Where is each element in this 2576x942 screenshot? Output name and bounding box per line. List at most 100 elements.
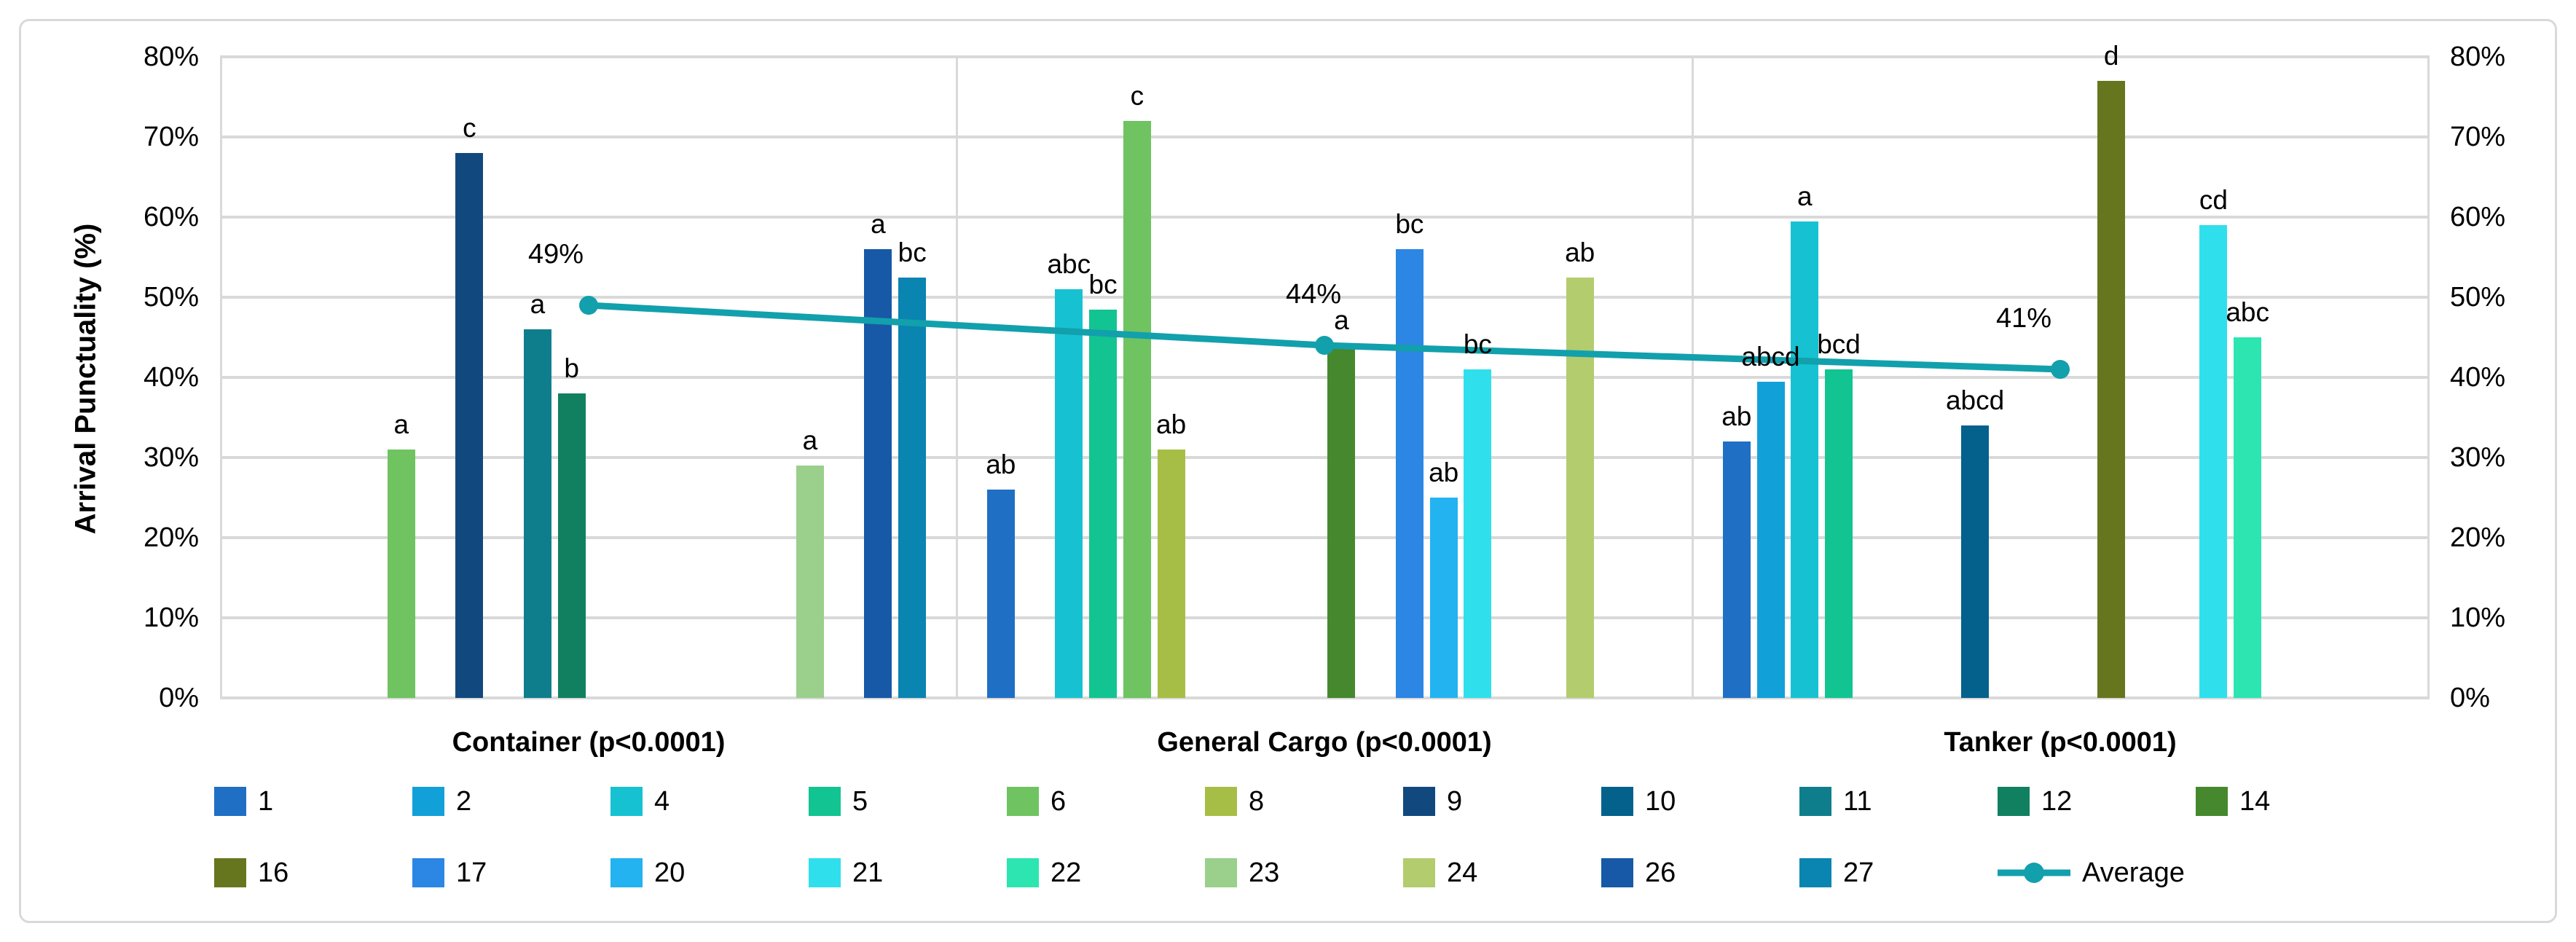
legend-swatch-9 [1403,787,1435,816]
bar-series-2 [1756,381,1785,698]
legend-swatch-12 [1998,787,2030,816]
bar-letter-label: cd [2199,185,2228,215]
bar-series-27 [898,277,927,698]
bar-letter-label: bc [1463,329,1492,359]
average-value-label: 44% [1285,279,1342,310]
legend-item-9: 9 [1403,785,1462,817]
bar-series-26 [864,249,892,698]
legend-swatch-6 [1007,787,1039,816]
bar-letter-label: a [871,209,886,239]
bar-letter-label: ab [1721,401,1752,431]
bar-series-6 [1123,121,1151,698]
bar-series-8 [1157,450,1185,698]
legend-label-2: 2 [456,786,472,817]
legend-item-20: 20 [610,857,685,889]
bar-letter-label: a [1797,181,1813,211]
bar-letter-label: b [564,353,579,383]
average-value-label: 49% [527,239,584,270]
legend-label-5: 5 [852,786,868,817]
category-axis-label: General Cargo (p<0.0001) [1157,727,1492,758]
y-tick-label-left: 80% [143,42,199,72]
legend-label-6: 6 [1051,786,1067,817]
legend-label-4: 4 [654,786,670,817]
bar-letter-label: c [1130,81,1144,111]
legend-label-26: 26 [1645,857,1676,888]
gridline [221,696,2428,699]
category-axis-label: Container (p<0.0001) [452,727,726,758]
y-tick-label-right: 20% [2450,522,2506,553]
gridline [221,536,2428,539]
legend-swatch-21 [809,858,841,887]
bar-letter-label: ab [986,450,1016,479]
bar-series-21 [1464,369,1492,698]
gridline [221,216,2428,219]
bar-letter-label: a [1334,305,1349,335]
category-axis-label: Tanker (p<0.0001) [1944,727,2177,758]
bar-letter-label: bc [1088,269,1118,299]
y-tick-label-right: 60% [2450,202,2506,232]
legend-label-11: 11 [1843,786,1872,817]
legend-item-1: 1 [214,785,273,817]
legend-swatch-1 [214,787,246,816]
legend-swatch-17 [412,858,444,887]
y-tick-label-left: 0% [159,683,199,713]
legend-item-5: 5 [809,785,868,817]
bar-series-10 [1961,425,1990,698]
y-tick-label-left: 10% [143,603,199,633]
y-tick-label-right: 40% [2450,362,2506,393]
plot-left-border [220,55,222,699]
legend-label-14: 14 [2239,786,2271,817]
gridline [221,136,2428,138]
legend-item-8: 8 [1205,785,1264,817]
y-tick-label-left: 30% [143,442,199,473]
bar-series-21 [2199,225,2228,698]
bar-letter-label: a [393,409,409,439]
bar-series-14 [1327,345,1356,698]
y-tick-label-left: 40% [143,362,199,393]
panel-separator [956,55,958,699]
legend-swatch-24 [1403,858,1435,887]
bar-series-1 [1722,441,1751,698]
average-value-label: 41% [1995,303,2052,334]
bar-letter-label: a [802,425,818,455]
legend-swatch-5 [809,787,841,816]
bar-letter-label: ab [1565,237,1595,267]
y-tick-label-left: 20% [143,522,199,553]
legend-item-14: 14 [2196,785,2270,817]
legend-swatch-22 [1007,858,1039,887]
legend-label-average: Average [2082,857,2185,888]
legend-swatch-11 [1799,787,1831,816]
legend-label-20: 20 [654,857,686,888]
legend-swatch-4 [610,787,643,816]
legend-label-1: 1 [258,786,274,817]
legend-swatch-2 [412,787,444,816]
y-tick-label-right: 80% [2450,42,2506,72]
bar-letter-label: d [2103,41,2119,71]
y-tick-label-right: 0% [2450,683,2490,713]
bar-series-16 [2097,81,2126,698]
legend-swatch-26 [1601,858,1633,887]
bar-letter-label: bc [898,237,927,267]
bar-series-4 [1055,289,1083,698]
legend-item-26: 26 [1601,857,1676,889]
legend-swatch-16 [214,858,246,887]
bar-series-12 [557,393,586,698]
bar-series-5 [1825,369,1853,698]
bar-letter-label: abc [2226,297,2269,327]
legend-item-average: Average [1998,857,2185,889]
gridline [221,616,2428,619]
gridline [221,296,2428,299]
legend-label-24: 24 [1447,857,1478,888]
bar-series-22 [2234,337,2262,698]
legend-label-21: 21 [852,857,884,888]
gridline [221,55,2428,58]
bar-letter-label: ab [1429,458,1459,487]
legend-item-27: 27 [1799,857,1874,889]
legend-item-24: 24 [1403,857,1477,889]
gridline [221,376,2428,379]
y-tick-label-right: 50% [2450,282,2506,313]
bar-letter-label: abcd [1945,385,2005,415]
bar-series-20 [1429,498,1458,698]
gridline [221,456,2428,459]
